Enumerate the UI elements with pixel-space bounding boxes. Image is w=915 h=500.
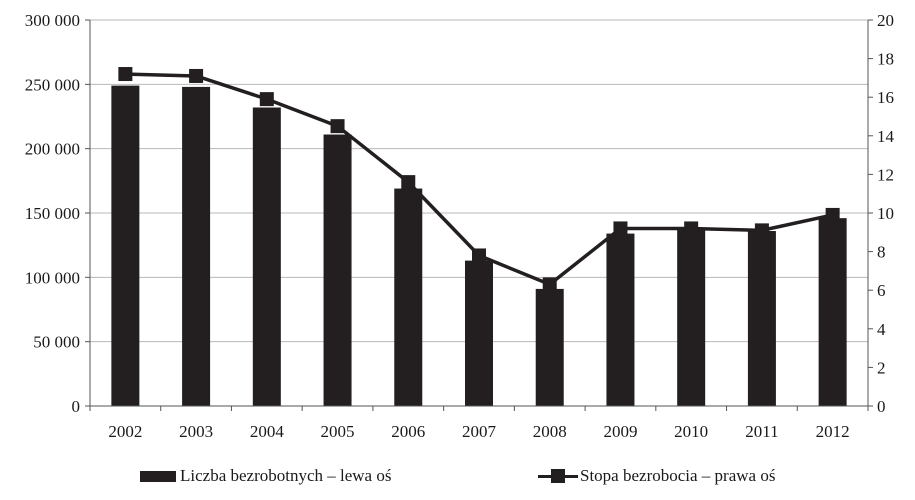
bar-2004 — [252, 107, 281, 406]
bar-2005 — [323, 134, 352, 406]
bar-2003 — [182, 86, 211, 406]
right-tick-label: 12 — [877, 165, 894, 184]
x-tick-label: 2011 — [745, 422, 778, 441]
rate-marker-2008 — [542, 277, 557, 292]
x-tick-label: 2002 — [108, 422, 142, 441]
tick-labels: 0 50 000 100 000 150 000 200 000 250 000 300 0… — [25, 11, 895, 441]
rate-marker-2002 — [118, 67, 133, 82]
right-tick-label: 20 — [877, 11, 894, 30]
right-tick-label: 14 — [877, 127, 895, 146]
bar-2007 — [465, 260, 493, 406]
rate-marker-2010 — [684, 221, 699, 236]
left-tick-label: 100 000 — [25, 268, 80, 287]
x-tick-label: 2012 — [816, 422, 850, 441]
rate-marker-2006 — [401, 175, 416, 190]
left-tick-label: 250 000 — [25, 75, 80, 94]
bar-2008 — [535, 288, 564, 406]
x-tick-label: 2006 — [391, 422, 425, 441]
x-tick-label: 2003 — [179, 422, 213, 441]
x-tick-label: 2007 — [462, 422, 497, 441]
bar-2006 — [394, 188, 423, 406]
right-tick-label: 18 — [877, 50, 894, 69]
bar-2010 — [677, 229, 706, 406]
left-tick-label: 150 000 — [25, 204, 80, 223]
bar-2012 — [818, 218, 847, 406]
legend-label-line: Stopa bezrobocia – prawa oś — [580, 466, 776, 485]
bar-2002 — [111, 85, 140, 407]
right-tick-label: 4 — [877, 320, 886, 339]
x-tick-label: 2005 — [321, 422, 355, 441]
x-tick-label: 2009 — [603, 422, 637, 441]
x-tick-label: 2008 — [533, 422, 567, 441]
right-tick-label: 2 — [877, 358, 886, 377]
rate-marker-2004 — [259, 92, 274, 107]
right-tick-label: 0 — [877, 397, 886, 416]
legend-item-line: Stopa bezrobocia – prawa oś — [538, 462, 775, 490]
left-tick-label: 300 000 — [25, 11, 80, 30]
rate-marker-2011 — [754, 223, 769, 238]
rate-marker-2009 — [613, 221, 628, 236]
x-tick-label: 2010 — [674, 422, 708, 441]
rate-marker-2012 — [825, 207, 840, 222]
left-tick-label: 200 000 — [25, 140, 80, 159]
right-tick-label: 8 — [877, 243, 886, 262]
rate-marker-2007 — [472, 248, 486, 263]
right-tick-label: 10 — [877, 204, 894, 223]
rate-marker-2005 — [330, 119, 345, 134]
axes — [85, 19, 873, 411]
legend-label-bars: Liczba bezrobotnych – lewa oś — [180, 466, 392, 485]
left-tick-label: 50 000 — [33, 333, 80, 352]
right-tick-label: 16 — [877, 88, 894, 107]
right-tick-label: 6 — [877, 281, 886, 300]
legend-bar-swatch — [140, 470, 176, 482]
bar-2009 — [606, 233, 635, 406]
left-tick-label: 0 — [72, 397, 81, 416]
legend-item-bars: Liczba bezrobotnych – lewa oś — [140, 462, 391, 490]
legend-line-swatch — [538, 469, 578, 483]
rate-marker-2003 — [189, 68, 204, 83]
x-tick-label: 2004 — [250, 422, 285, 441]
bar-series — [111, 85, 847, 407]
line-series — [118, 67, 840, 292]
bar-2011 — [747, 231, 776, 406]
